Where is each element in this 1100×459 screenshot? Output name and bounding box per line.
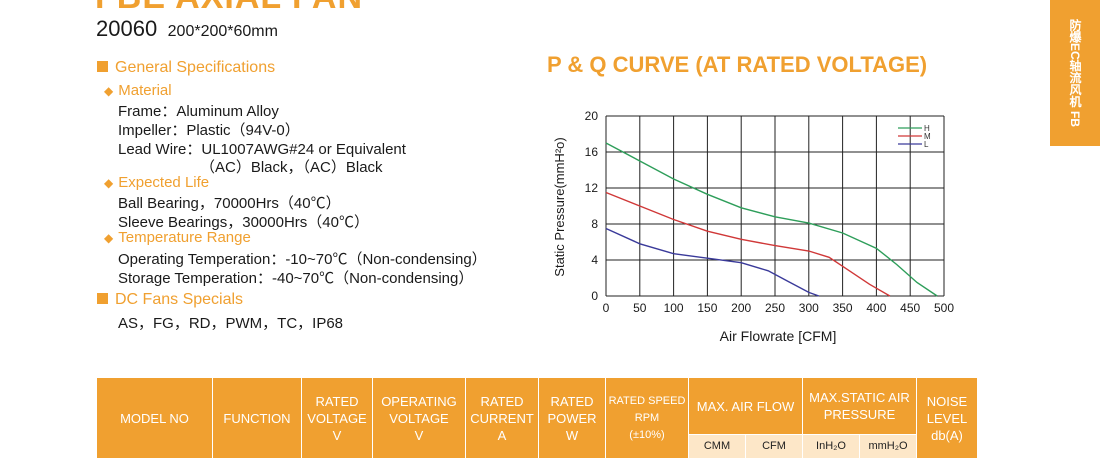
sub-inh2o: InH₂O xyxy=(802,434,860,459)
series-line-H xyxy=(605,142,938,297)
side-tab: 防爆EC轴流风机 FB xyxy=(1050,0,1100,146)
impeller-spec: Impeller：Plastic（94V-0） xyxy=(118,122,300,139)
square-bullet-icon xyxy=(97,61,108,72)
col-function: FUNCTION xyxy=(212,377,302,459)
x-tick-label: 400 xyxy=(866,301,886,315)
series-line-M xyxy=(605,191,891,297)
y-tick-label: 8 xyxy=(591,217,598,231)
x-tick-label: 100 xyxy=(664,301,684,315)
col-rated-current: RATED CURRENT A xyxy=(465,377,539,459)
expected-life-heading: ◆ Expected Life xyxy=(104,174,210,191)
chart-series xyxy=(605,142,938,297)
x-tick-label: 250 xyxy=(765,301,785,315)
x-tick-label: 0 xyxy=(603,301,610,315)
sub-cmm: CMM xyxy=(688,434,746,459)
y-axis-label: Static Pressure(mmH²o) xyxy=(552,137,567,276)
pq-curve-chart: 0 50 100 150 200 250 300 350 400 450 500048121620 … xyxy=(552,109,955,344)
y-tick-label: 12 xyxy=(585,181,599,195)
model-number: 20060 xyxy=(96,16,158,41)
sub-cfm: CFM xyxy=(745,434,803,459)
chart-ticks: 0 50 100 150 200 250 300 350 400 450 500 0 4 8 12 16 20 xyxy=(585,109,955,315)
diamond-bullet-icon: ◆ xyxy=(104,84,114,98)
x-tick-label: 350 xyxy=(833,301,853,315)
lead-wire-colors: （AC）Black，（AC）Black xyxy=(200,159,383,176)
material-heading: ◆ Material xyxy=(104,82,172,99)
y-tick-label: 4 xyxy=(591,253,598,267)
dc-fans-list: AS，FG，RD，PWM，TC，IP68 xyxy=(118,315,344,332)
col-rated-power: RATED POWER W xyxy=(538,377,606,459)
model-line: 20060 200*200*60mm xyxy=(96,16,278,42)
col-max-static-pressure: MAX.STATIC AIR PRESSURE xyxy=(802,376,917,436)
fan-spec-table: MODEL NO FUNCTION RATED VOLTAGE V OPERATIN… xyxy=(96,376,978,459)
col-max-air-flow: MAX. AIR FLOW xyxy=(688,376,803,436)
series-title: FBE AXIAL FAN xyxy=(95,0,363,17)
diamond-bullet-icon: ◆ xyxy=(104,231,114,245)
sleeve-bearing-spec: Sleeve Bearings，30000Hrs（40℃） xyxy=(118,214,369,231)
x-tick-label: 50 xyxy=(633,301,647,315)
series-line-L xyxy=(605,227,820,297)
col-rated-speed: RATED SPEED RPM (±10%) xyxy=(605,377,689,459)
ball-bearing-spec: Ball Bearing，70000Hrs（40℃） xyxy=(118,195,341,212)
square-bullet-icon xyxy=(97,293,108,304)
col-model-no: MODEL NO xyxy=(96,377,213,459)
chart-title: P & Q CURVE (AT RATED VOLTAGE) xyxy=(547,52,928,77)
diamond-bullet-icon: ◆ xyxy=(104,176,114,190)
y-tick-label: 20 xyxy=(585,109,599,123)
sub-mmh2o: mmH₂O xyxy=(859,434,917,459)
x-tick-label: 150 xyxy=(697,301,717,315)
legend-label-H: H xyxy=(924,124,930,133)
legend-label-M: M xyxy=(924,132,931,141)
chart-legend: HML xyxy=(898,124,931,149)
operating-temp-spec: Operating Temperation：-10~70℃（Non-conden… xyxy=(118,251,487,268)
legend-label-L: L xyxy=(924,140,929,149)
storage-temp-spec: Storage Temperation：-40~70℃（Non-condensi… xyxy=(118,270,474,287)
col-rated-voltage: RATED VOLTAGE V xyxy=(301,377,373,459)
x-tick-label: 450 xyxy=(900,301,920,315)
lead-wire-spec: Lead Wire：UL1007AWG#24 or Equivalent xyxy=(118,141,406,158)
x-tick-label: 500 xyxy=(934,301,954,315)
col-noise-level: NOISE LEVEL db(A) xyxy=(916,377,978,459)
x-tick-label: 200 xyxy=(731,301,751,315)
y-tick-label: 16 xyxy=(585,145,599,159)
x-axis-label: Air Flowrate [CFM] xyxy=(720,328,837,344)
chart-grid xyxy=(605,115,945,297)
x-tick-label: 300 xyxy=(799,301,819,315)
temperature-heading: ◆ Temperature Range xyxy=(104,229,251,246)
col-operating-voltage: OPERATING VOLTAGE V xyxy=(372,377,466,459)
model-size: 200*200*60mm xyxy=(167,23,278,40)
dc-fans-heading: DC Fans Specials xyxy=(97,291,243,309)
general-specs-heading: General Specifications xyxy=(97,59,275,77)
frame-spec: Frame：Aluminum Alloy xyxy=(118,103,279,120)
y-tick-label: 0 xyxy=(591,289,598,303)
